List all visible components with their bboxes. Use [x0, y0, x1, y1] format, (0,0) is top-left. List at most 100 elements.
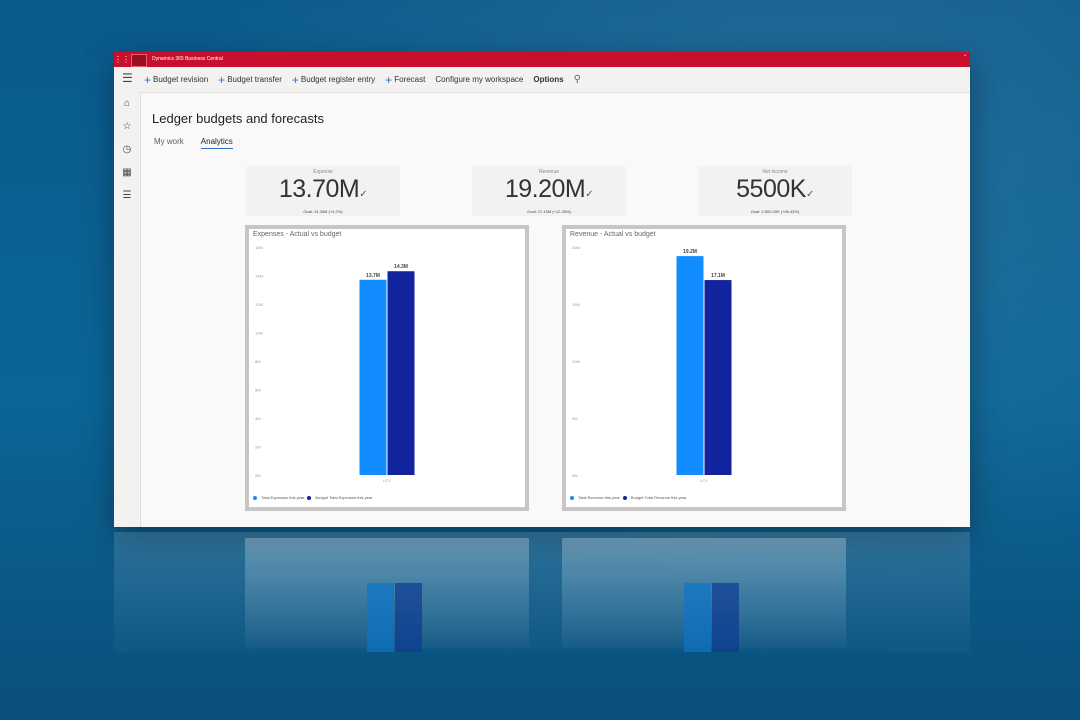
kpi-expense[interactable]: Expense 13.70M✓ Goal: 14.30M (+4.2%) — [246, 166, 400, 216]
forecast-button[interactable]: + Forecast — [385, 72, 426, 87]
legend-label: Total Expenses this year — [261, 495, 305, 500]
kpi-value-text: 5500K — [736, 175, 806, 203]
kpi-goal: Goal: 14.30M (+4.2%) — [303, 209, 343, 214]
action-label: Budget revision — [153, 75, 209, 84]
x-tick-label: LCY — [700, 478, 708, 483]
legend-dot — [253, 495, 257, 500]
kpi-value: 5500K✓ — [698, 175, 852, 209]
data-label: 19.2M — [683, 249, 697, 255]
kpi-value: 13.70M✓ — [246, 175, 400, 209]
list-icon[interactable]: ☰ — [122, 190, 132, 201]
bar-actual — [359, 279, 387, 475]
options-button[interactable]: Options — [533, 75, 563, 84]
kpi-value: 19.20M✓ — [472, 175, 626, 209]
chart-title: Revenue - Actual vs budget — [570, 231, 656, 238]
check-icon: ✓ — [585, 189, 594, 200]
revenue-chart-card[interactable]: Revenue - Actual vs budget 20M 15M 10M 5M 0M… — [562, 225, 846, 511]
app-title: Dynamics 365 Business Central — [152, 56, 223, 62]
chart-legend: Total Revenue this year Budget Total Rev… — [570, 495, 686, 500]
app-window: ⋮⋮ Dynamics 365 Business Central ● ☰ + Bu… — [114, 52, 970, 527]
kpi-value-text: 13.70M — [278, 175, 360, 203]
bar-actual — [676, 256, 704, 475]
chart-title: Expenses - Actual vs budget — [253, 231, 342, 238]
legend-label: Total Revenue this year — [578, 495, 620, 500]
home-icon[interactable]: ⌂ — [123, 98, 131, 109]
y-tick-label: 2M — [255, 445, 261, 450]
check-icon: ✓ — [805, 189, 814, 200]
action-label: Options — [533, 75, 564, 84]
action-label: Forecast — [394, 75, 426, 84]
kpi-label: Expense — [313, 169, 333, 175]
check-icon: ✓ — [359, 189, 368, 200]
side-navigation: ⌂ ☆ ◷ ▦ ☰ — [114, 92, 141, 527]
plus-icon: + — [144, 72, 152, 87]
action-label: Budget register entry — [300, 75, 376, 84]
legend-label: Budget Total Revenue this year — [630, 495, 687, 500]
y-tick-label: 0M — [255, 473, 261, 478]
kpi-goal: Goal: 2,800.00K (+96.43%) — [750, 209, 800, 214]
plus-icon: + — [218, 72, 226, 87]
y-tick-label: 14M — [255, 274, 263, 279]
y-tick-label: 5M — [572, 416, 578, 421]
reflection-bar — [395, 583, 422, 652]
bar-budget — [704, 280, 732, 475]
configure-workspace-button[interactable]: Configure my workspace — [435, 75, 523, 84]
hamburger-icon[interactable]: ☰ — [122, 71, 133, 85]
action-label: Configure my workspace — [435, 75, 524, 84]
y-tick-label: 4M — [255, 416, 261, 421]
action-bar: ☰ + Budget revision + Budget transfer + Bud… — [114, 67, 970, 93]
tab-analytics[interactable]: Analytics — [200, 137, 233, 149]
reflection-card — [245, 538, 529, 652]
legend-dot — [570, 495, 574, 500]
plus-icon: + — [291, 72, 299, 87]
y-tick-label: 10M — [572, 359, 580, 364]
y-tick-label: 10M — [255, 331, 263, 336]
table-icon[interactable]: ▦ — [122, 167, 132, 178]
budget-transfer-button[interactable]: + Budget transfer — [218, 72, 282, 87]
action-list: + Budget revision + Budget transfer + Budge… — [144, 67, 581, 92]
kpi-goal: Goal: 17.10M (+12.28%) — [527, 209, 571, 214]
reflection-card — [562, 538, 846, 652]
data-label: 17.1M — [711, 273, 725, 279]
y-tick-label: 12M — [255, 302, 263, 307]
expenses-chart-card[interactable]: Expenses - Actual vs budget 16M 14M 12M 10M… — [245, 225, 529, 511]
kpi-label: Revenue — [538, 169, 559, 175]
y-tick-label: 15M — [572, 302, 580, 307]
kpi-value-text: 19.20M — [504, 175, 586, 203]
tab-my-work[interactable]: My work — [154, 137, 184, 146]
y-tick-label: 16M — [255, 245, 263, 250]
budget-revision-button[interactable]: + Budget revision — [144, 72, 209, 87]
reflection-bar — [367, 583, 394, 652]
revenue-chart: 20M 15M 10M 5M 0M 19.2M 17.1M LCY — [572, 245, 732, 483]
title-bar: ⋮⋮ Dynamics 365 Business Central ● — [114, 52, 970, 67]
data-label: 14.3M — [394, 264, 408, 270]
company-logo — [131, 54, 147, 67]
waffle-icon[interactable]: ⋮⋮ — [114, 55, 130, 64]
user-menu[interactable]: ● — [964, 53, 966, 57]
data-label: 13.7M — [366, 273, 380, 279]
chart-legend: Total Expenses this year Budget Total Ex… — [253, 495, 372, 500]
legend-dot — [622, 495, 627, 500]
budget-register-entry-button[interactable]: + Budget register entry — [291, 72, 376, 87]
reflection-bar — [712, 583, 739, 652]
clock-icon[interactable]: ◷ — [122, 144, 132, 155]
legend-label: Budget Total Expenses this year — [315, 495, 373, 500]
y-tick-label: 8M — [255, 359, 261, 364]
kpi-net-income[interactable]: Net income 5500K✓ Goal: 2,800.00K (+96.4… — [698, 166, 852, 216]
y-tick-label: 0M — [572, 473, 578, 478]
main-content: Ledger budgets and forecasts My work Ana… — [140, 92, 970, 527]
kpi-revenue[interactable]: Revenue 19.20M✓ Goal: 17.10M (+12.28%) — [472, 166, 626, 216]
search-icon[interactable]: ⚲ — [573, 74, 581, 85]
legend-dot — [307, 495, 312, 500]
plus-icon: + — [385, 72, 393, 87]
star-icon[interactable]: ☆ — [122, 121, 132, 132]
tab-bar: My work Analytics — [154, 137, 233, 149]
bar-budget — [387, 271, 415, 475]
expenses-chart: 16M 14M 12M 10M 8M 6M 4M 2M 0M 13.7M 14.3M LCY — [255, 245, 415, 483]
y-tick-label: 6M — [255, 388, 261, 393]
window-reflection — [114, 532, 970, 652]
kpi-label: Net income — [762, 169, 788, 175]
page-title: Ledger budgets and forecasts — [152, 111, 325, 126]
x-tick-label: LCY — [383, 478, 391, 483]
y-tick-label: 20M — [572, 245, 580, 250]
